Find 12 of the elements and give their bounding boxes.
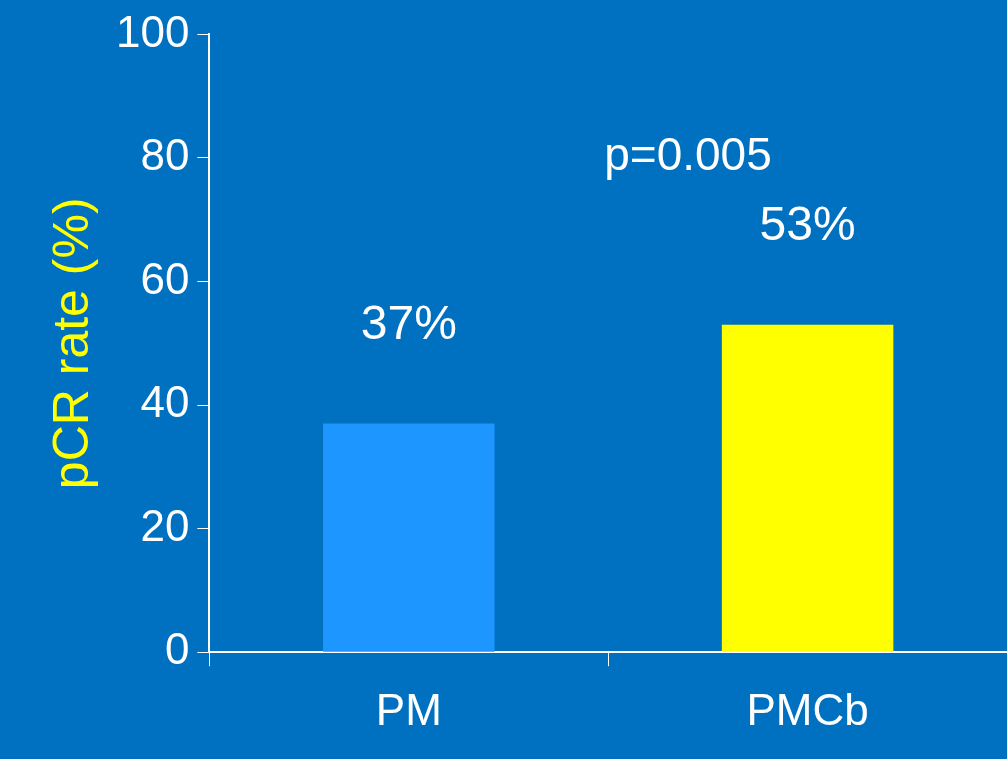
y-tick-label: 20 (140, 500, 190, 550)
y-tick-label: 60 (140, 253, 190, 303)
data-label: 53% (759, 196, 856, 250)
annotation: p=0.005 (604, 127, 772, 180)
x-tick-label: PMCb (746, 684, 869, 734)
x-tick-label: PM (375, 684, 442, 734)
y-tick-label: 80 (140, 130, 190, 180)
y-tick-label: 40 (140, 377, 190, 427)
y-tick-label: 100 (115, 6, 190, 56)
y-axis-title: pCR rate (%) (42, 197, 99, 490)
data-label: 37% (360, 295, 457, 349)
y-tick-label: 0 (164, 624, 190, 674)
